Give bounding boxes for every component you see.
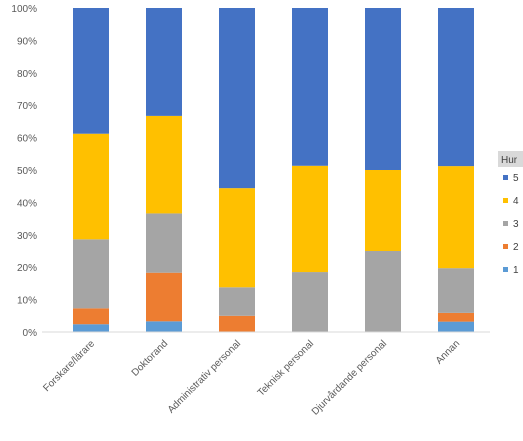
y-tick-label: 80%	[17, 69, 37, 80]
legend-label: 2	[513, 242, 519, 253]
legend-swatch	[503, 175, 508, 180]
bar-segment	[146, 115, 182, 214]
legend-swatch	[503, 267, 508, 272]
x-tick-label: Teknisk personal	[256, 338, 316, 398]
x-tick-label: Djurvårdande personal	[309, 338, 389, 418]
bar-segment	[73, 133, 109, 240]
y-tick-label: 50%	[17, 166, 37, 177]
legend-label: 3	[513, 219, 519, 230]
bar-segment	[219, 315, 255, 332]
x-tick-label: Doktorand	[130, 338, 170, 378]
legend-label: 5	[513, 173, 519, 184]
bar-segment	[219, 8, 255, 189]
legend-title-box	[498, 151, 523, 167]
bar-segment	[292, 8, 328, 166]
bar-segment	[146, 8, 182, 116]
bar-segment	[365, 8, 401, 170]
y-tick-label: 30%	[17, 231, 37, 242]
bar-segment	[146, 272, 182, 322]
x-tick-label: Administrativ personal	[166, 338, 243, 415]
bar-segment	[438, 268, 474, 313]
bar-segment	[292, 165, 328, 273]
bar-segment	[73, 324, 109, 332]
x-tick-label: Annan	[434, 338, 462, 366]
y-tick-label: 0%	[23, 328, 38, 339]
legend-swatch	[503, 198, 508, 203]
legend-swatch	[503, 221, 508, 226]
bar-segment	[146, 213, 182, 273]
y-tick-label: 60%	[17, 134, 37, 145]
bar-segment	[438, 321, 474, 332]
legend-swatch	[503, 244, 508, 249]
y-tick-label: 100%	[11, 4, 37, 15]
legend-label: 1	[513, 265, 519, 276]
y-tick-label: 40%	[17, 198, 37, 209]
bar-segment	[73, 308, 109, 325]
legend: Hur 5 4 3 2 1	[498, 151, 523, 276]
bar-segment	[438, 166, 474, 269]
bar-segment	[219, 287, 255, 316]
bar-segment	[146, 321, 182, 332]
bar-segment	[219, 188, 255, 288]
bar-segment	[292, 272, 328, 332]
bar-segment	[365, 170, 401, 251]
bar-segment	[73, 239, 109, 309]
bar-segment	[365, 251, 401, 332]
legend-label: 4	[513, 196, 519, 207]
y-tick-label: 70%	[17, 101, 37, 112]
y-axis: 0% 10% 20% 30% 40% 50% 60% 70% 80% 90% 100%	[11, 4, 37, 339]
x-tick-label: Forskare/lärare	[41, 338, 97, 394]
y-tick-label: 10%	[17, 296, 37, 307]
y-tick-label: 20%	[17, 263, 37, 274]
bar-segment	[438, 8, 474, 167]
bar-series	[73, 8, 474, 332]
y-tick-label: 90%	[17, 36, 37, 47]
bar-segment	[438, 312, 474, 322]
bar-segment	[73, 8, 109, 134]
legend-title: Hur	[501, 155, 518, 166]
